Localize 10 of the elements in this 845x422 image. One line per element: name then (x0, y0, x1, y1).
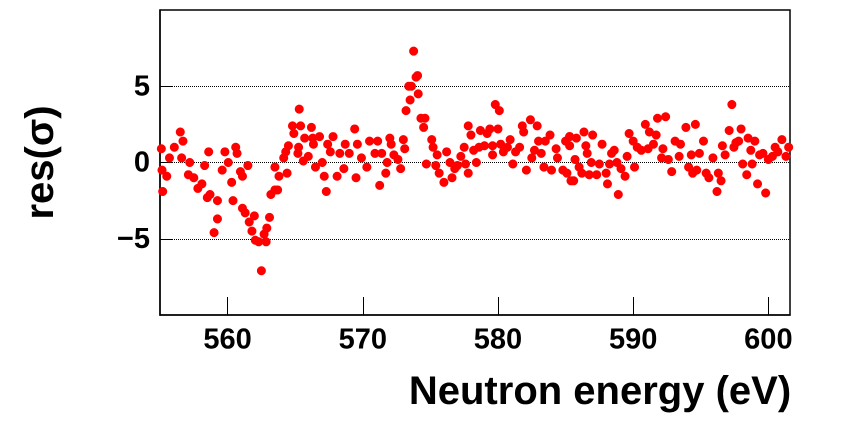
x-tick-label: 560 (203, 324, 252, 356)
x-tick-label: 570 (338, 324, 387, 356)
y-tick-label: 5 (134, 70, 150, 102)
x-axis-title: Neutron energy (eV) (408, 369, 792, 413)
x-tick-label: 590 (608, 324, 658, 356)
x-tick-label: 580 (474, 324, 522, 356)
y-tick-label: 0 (134, 146, 150, 178)
y-tick-label: −5 (116, 222, 150, 255)
x-tick-label: 600 (744, 324, 793, 356)
y-axis-title: res(σ) (18, 105, 62, 220)
